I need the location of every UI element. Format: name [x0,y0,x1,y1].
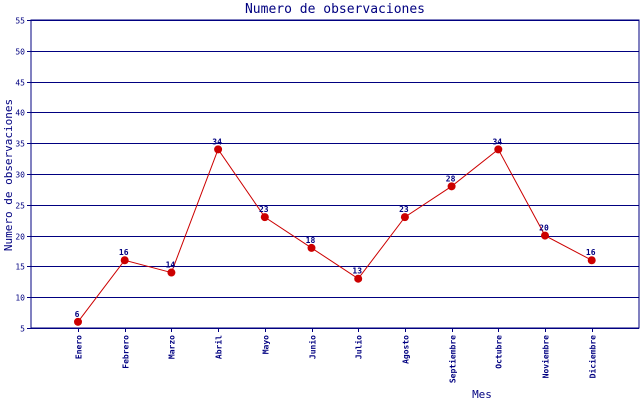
x-tick-label-septiembre: Septiembre [448,335,458,383]
x-tick-label-julio: Julio [354,335,364,359]
x-tick-label-noviembre: Noviembre [541,335,551,379]
data-point-octubre [494,145,503,154]
grid-lines [31,20,639,329]
y-tick-label-55: 55 [15,17,25,26]
y-tick-label-25: 25 [15,202,25,211]
data-label-octubre: 34 [492,137,502,146]
data-label-julio: 13 [352,267,362,276]
data-label-septiembre: 28 [446,174,456,183]
y-tick-label-30: 30 [15,171,25,180]
x-tick-label-diciembre: Diciembre [588,335,598,379]
y-tick-label-50: 50 [15,48,25,57]
x-tick-label-enero: Enero [75,335,84,359]
data-point-noviembre [541,231,549,240]
series-layer: 6 16 14 34 23 18 13 23 28 34 20 16 [74,137,596,326]
y-tick-label-20: 20 [15,233,25,242]
y-tick-label-40: 40 [15,109,25,118]
data-label-noviembre: 20 [539,224,549,233]
x-tick-label-agosto: Agosto [402,335,411,364]
data-label-abril: 34 [212,137,222,146]
data-label-agosto: 23 [399,205,409,214]
data-point-febrero [120,256,129,265]
x-tick-label-octubre: Octubre [495,335,504,369]
y-tick-label-45: 45 [15,79,25,88]
x-axis-label: Mes [472,388,492,400]
x-tick-label-junio: Junio [308,335,318,359]
data-label-junio: 18 [306,236,316,245]
data-label-febrero: 16 [119,248,129,257]
data-point-julio [354,274,363,283]
y-tick-label-5: 5 [20,325,25,334]
data-point-enero [74,317,82,326]
x-tick-label-marzo: Marzo [168,335,177,359]
x-tick-label-abril: Abril [214,335,224,359]
data-point-junio [307,243,316,252]
data-point-marzo [167,268,176,277]
data-label-enero: 6 [75,310,80,319]
data-label-marzo: 14 [166,261,176,270]
data-label-diciembre: 16 [586,248,596,257]
data-point-septiembre [447,182,456,191]
y-tick-label-10: 10 [15,294,25,303]
series-line-0 [77,148,592,323]
x-tick-label-mayo: Mayo [262,335,271,354]
data-point-agosto [400,213,409,222]
y-axis-label: Numero de observaciones [2,99,15,251]
y-tick-label-15: 15 [15,263,25,272]
x-tick-label-febrero: Febrero [122,335,131,369]
y-axis-ticks: 5 10 15 20 25 30 35 40 45 50 55 [15,17,31,334]
data-point-abril [214,145,223,154]
data-label-mayo: 23 [259,205,269,214]
data-point-mayo [260,213,269,222]
data-point-diciembre [587,256,596,265]
chart-title: Numero de observaciones [245,2,425,17]
y-tick-label-35: 35 [15,140,25,149]
x-axis-ticks: Enero Febrero Marzo Abril Mayo Junio Julio Agos… [75,328,598,383]
